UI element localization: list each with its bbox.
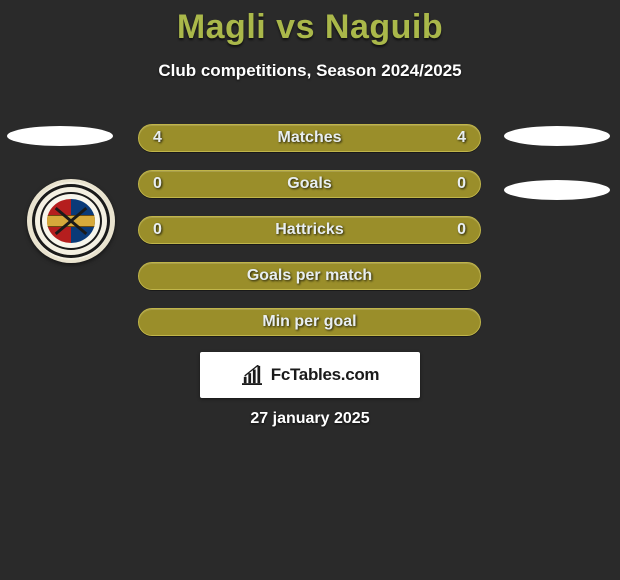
stat-row-goals: 0 Goals 0	[138, 170, 481, 198]
page-title: Magli vs Naguib	[0, 0, 620, 47]
right-team-ellipse-2	[504, 180, 610, 200]
date-text: 27 january 2025	[0, 410, 620, 428]
attribution-text: FcTables.com	[271, 365, 380, 385]
stat-row-matches: 4 Matches 4	[138, 124, 481, 152]
stat-label: Hattricks	[139, 217, 480, 243]
stat-row-hattricks: 0 Hattricks 0	[138, 216, 481, 244]
stat-label: Min per goal	[139, 309, 480, 335]
stat-label: Goals per match	[139, 263, 480, 289]
bar-chart-icon	[241, 365, 263, 385]
stat-right-value: 0	[457, 171, 466, 197]
stat-right-value: 4	[457, 125, 466, 151]
stat-right-value: 0	[457, 217, 466, 243]
stat-label: Matches	[139, 125, 480, 151]
stat-label: Goals	[139, 171, 480, 197]
team-crest-left	[20, 179, 121, 263]
page-subtitle: Club competitions, Season 2024/2025	[0, 61, 620, 81]
left-team-ellipse-1	[7, 126, 113, 146]
attribution-badge: FcTables.com	[200, 352, 420, 398]
right-team-ellipse-1	[504, 126, 610, 146]
stat-row-min-per-goal: Min per goal	[138, 308, 481, 336]
stat-row-goals-per-match: Goals per match	[138, 262, 481, 290]
stats-rows: 4 Matches 4 0 Goals 0 0 Hattricks 0 Goal…	[138, 124, 481, 354]
